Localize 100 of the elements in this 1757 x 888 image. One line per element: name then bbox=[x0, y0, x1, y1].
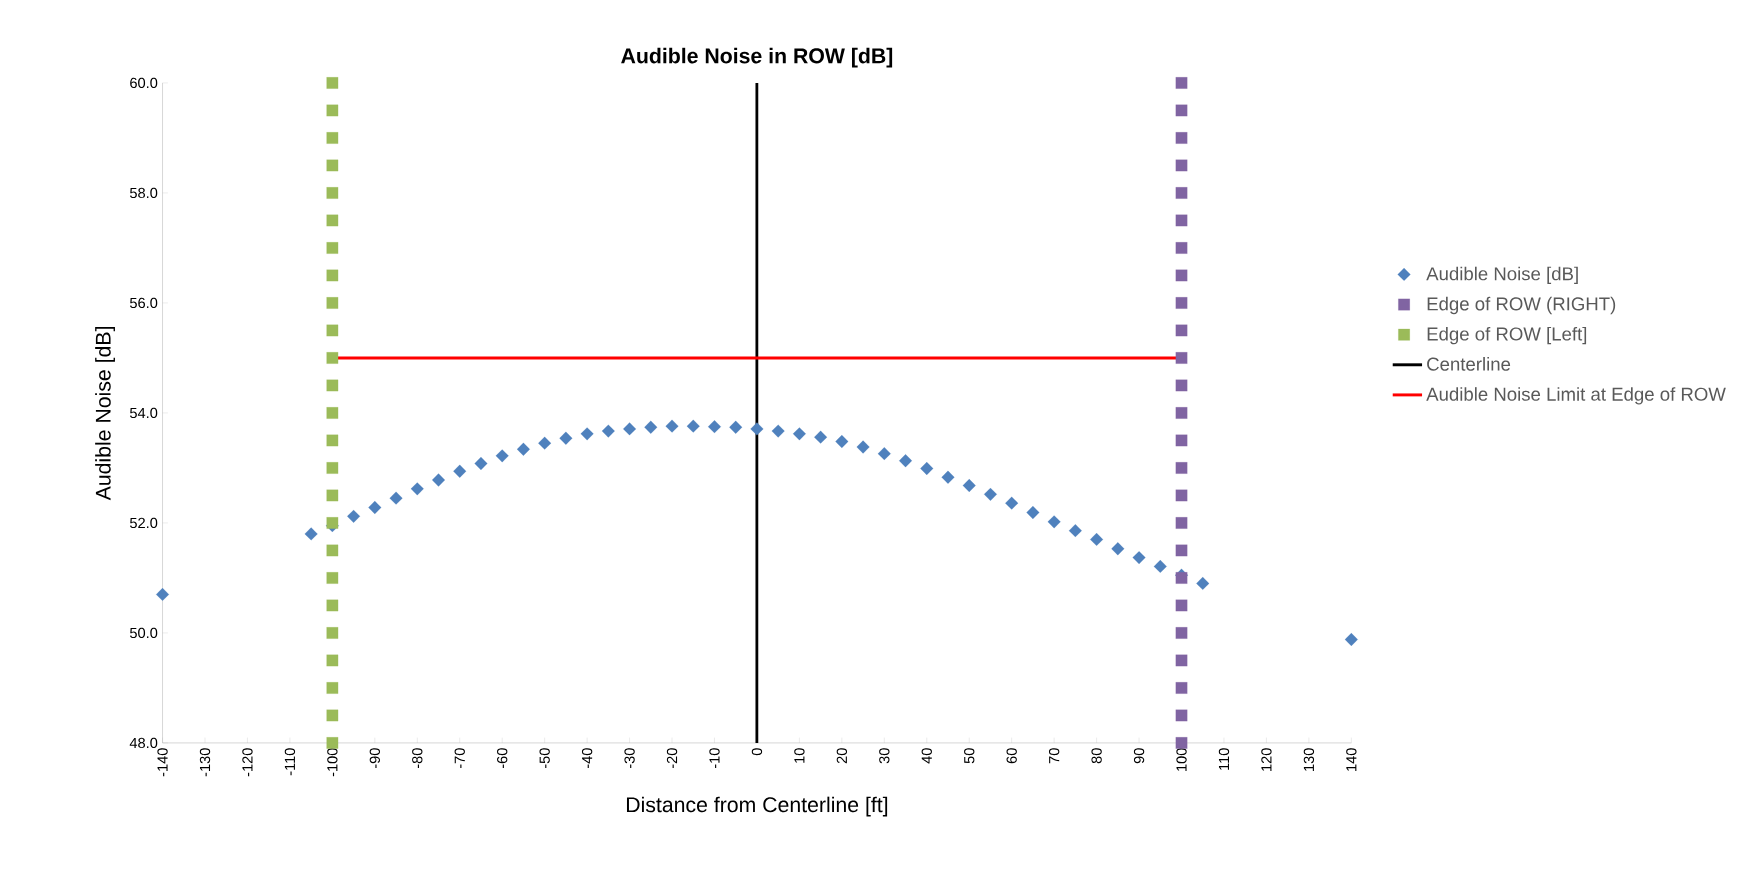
point bbox=[771, 424, 785, 438]
point bbox=[326, 434, 339, 447]
point bbox=[1005, 496, 1019, 510]
x-tick-label: 100 bbox=[1176, 748, 1187, 771]
point bbox=[1175, 159, 1188, 172]
point bbox=[326, 544, 339, 557]
y-axis-title: Audible Noise [dB] bbox=[95, 327, 115, 501]
x-tick-label: 90 bbox=[1133, 748, 1145, 764]
point bbox=[856, 440, 870, 454]
point bbox=[326, 709, 339, 722]
point bbox=[304, 527, 318, 541]
point bbox=[899, 454, 913, 468]
x-tick-label: 140 bbox=[1346, 748, 1357, 771]
point bbox=[326, 737, 339, 749]
point bbox=[538, 436, 552, 450]
x-tick-label: -140 bbox=[157, 748, 168, 777]
point bbox=[326, 517, 339, 529]
point bbox=[1175, 242, 1188, 254]
point bbox=[1175, 214, 1188, 227]
x-tick-label: -20 bbox=[666, 748, 678, 769]
point bbox=[1196, 576, 1210, 590]
x-tick-label: 30 bbox=[879, 748, 890, 764]
point bbox=[877, 447, 891, 461]
point bbox=[156, 587, 170, 601]
point bbox=[644, 420, 658, 434]
x-tick-label: -70 bbox=[454, 748, 465, 769]
y-tick-label: 56.0 bbox=[129, 297, 158, 309]
x-tick-label: 10 bbox=[794, 748, 805, 763]
x-tick-label: -90 bbox=[369, 748, 380, 769]
y-tick-label: 48.0 bbox=[129, 737, 158, 749]
legend-label: Edge of ROW [Left] bbox=[1427, 326, 1587, 345]
point bbox=[665, 419, 679, 433]
point bbox=[1175, 132, 1188, 144]
point bbox=[1026, 505, 1040, 519]
point bbox=[326, 104, 339, 117]
point bbox=[368, 501, 382, 515]
point bbox=[1068, 524, 1082, 538]
x-tick-label: -30 bbox=[624, 748, 635, 769]
point bbox=[1175, 462, 1188, 474]
point bbox=[326, 682, 339, 694]
point bbox=[920, 461, 934, 475]
point bbox=[1175, 297, 1188, 309]
point bbox=[1175, 572, 1188, 584]
point bbox=[1175, 599, 1188, 612]
point bbox=[326, 77, 339, 89]
point bbox=[1175, 682, 1188, 694]
x-tick-label: 110 bbox=[1218, 748, 1230, 770]
point bbox=[1175, 407, 1188, 419]
point bbox=[453, 464, 467, 478]
point bbox=[559, 431, 573, 445]
point bbox=[326, 489, 339, 502]
x-tick-label: -130 bbox=[199, 748, 211, 777]
point bbox=[941, 470, 955, 484]
point bbox=[623, 422, 637, 436]
point bbox=[326, 269, 339, 282]
point bbox=[1175, 269, 1188, 282]
point bbox=[326, 654, 339, 667]
y-tick-label: 58.0 bbox=[129, 187, 158, 199]
point bbox=[347, 509, 361, 523]
x-tick-label: 120 bbox=[1261, 748, 1272, 771]
point bbox=[835, 435, 849, 449]
point bbox=[1175, 379, 1188, 392]
point bbox=[326, 297, 339, 309]
x-tick-label: -100 bbox=[327, 748, 338, 777]
point bbox=[1175, 517, 1188, 529]
x-tick-label: -40 bbox=[581, 748, 593, 769]
point bbox=[1175, 627, 1188, 639]
point bbox=[1175, 324, 1188, 337]
point bbox=[1175, 77, 1188, 89]
point bbox=[410, 482, 424, 496]
x-tick-label: 80 bbox=[1091, 748, 1102, 764]
point bbox=[326, 462, 339, 474]
point bbox=[1175, 544, 1188, 557]
point bbox=[326, 214, 339, 227]
point bbox=[1344, 633, 1358, 647]
point bbox=[1175, 104, 1188, 117]
point bbox=[707, 420, 721, 434]
point bbox=[1175, 434, 1188, 447]
point bbox=[983, 487, 997, 501]
y-tick-label: 54.0 bbox=[129, 407, 158, 419]
point bbox=[432, 473, 445, 487]
point bbox=[326, 187, 339, 199]
point bbox=[1175, 352, 1188, 364]
x-tick-label: -120 bbox=[242, 748, 253, 777]
legend-label: Centerline bbox=[1427, 357, 1511, 371]
point bbox=[474, 457, 488, 471]
point bbox=[750, 422, 764, 436]
point bbox=[326, 572, 339, 584]
point bbox=[1090, 532, 1104, 546]
point bbox=[326, 407, 339, 419]
x-tick-label: 20 bbox=[836, 748, 848, 764]
point bbox=[962, 479, 976, 493]
point bbox=[1153, 559, 1167, 573]
y-tick-label: 52.0 bbox=[129, 517, 158, 529]
x-tick-label: -80 bbox=[412, 748, 423, 769]
x-tick-label: -110 bbox=[284, 748, 296, 776]
point bbox=[1175, 737, 1188, 749]
x-tick-label: -60 bbox=[497, 748, 508, 769]
point bbox=[792, 427, 806, 441]
point bbox=[326, 242, 339, 254]
